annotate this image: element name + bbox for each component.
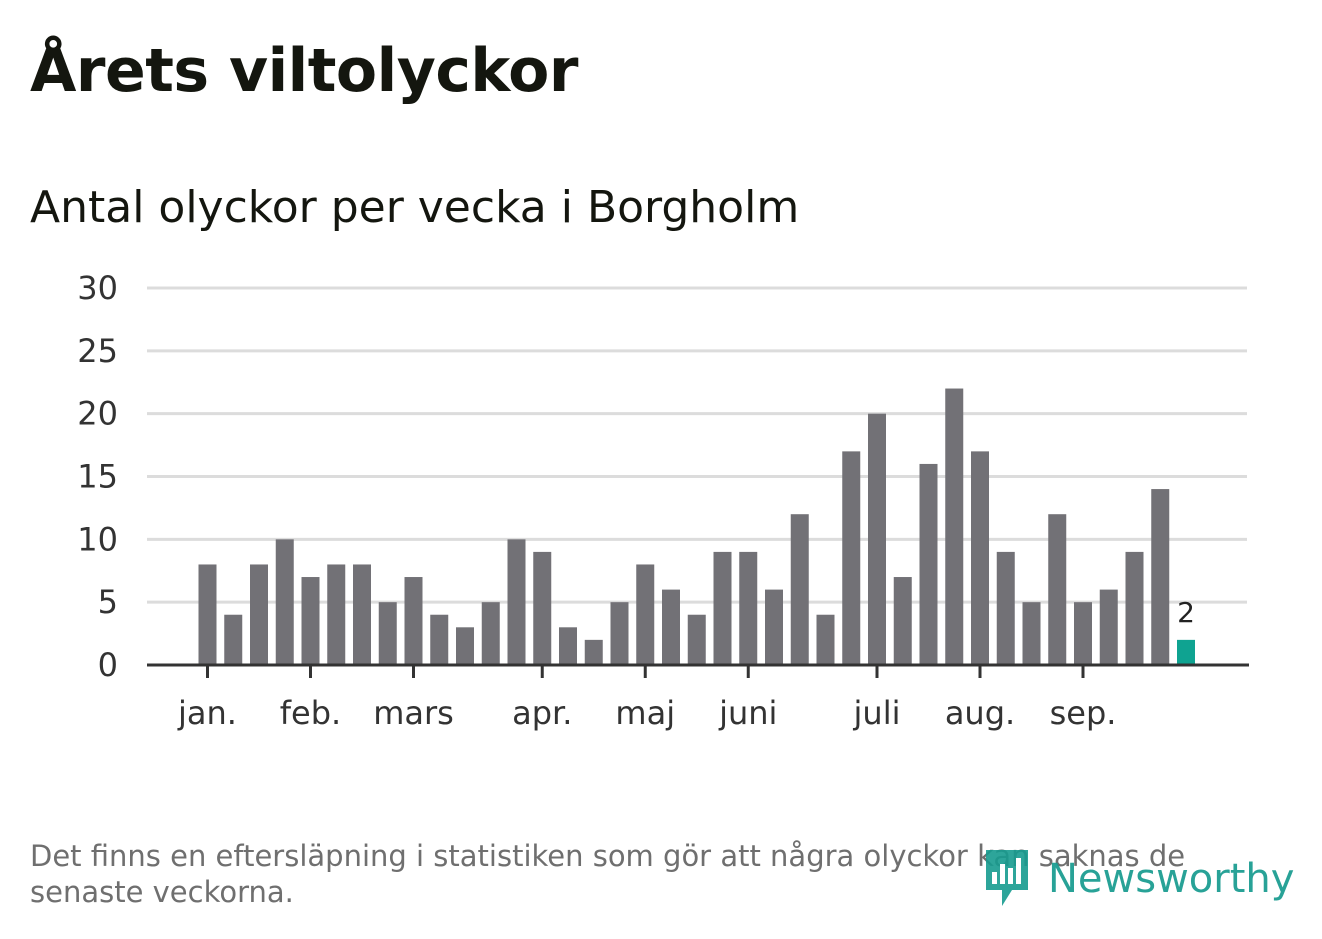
- bar: [636, 564, 655, 665]
- x-tick-label: mars: [373, 694, 454, 732]
- x-tick-label: aug.: [945, 694, 1015, 732]
- bar: [1125, 551, 1144, 665]
- bar: [919, 463, 938, 665]
- bars: [198, 388, 1195, 665]
- bar: [816, 614, 835, 665]
- bar: [1099, 589, 1118, 665]
- grid-lines: [147, 286, 1247, 604]
- bar: [430, 614, 449, 665]
- bar: [1074, 602, 1092, 665]
- bar: [1048, 514, 1067, 665]
- bar: [507, 539, 526, 665]
- y-tick-label: 5: [98, 583, 118, 621]
- chat-bubble-bar-chart-icon: [986, 850, 1028, 906]
- bar: [584, 639, 603, 665]
- y-tick-label: 15: [77, 458, 118, 496]
- bar: [739, 551, 758, 665]
- chart-subtitle: Antal olyckor per vecka i Borgholm: [30, 182, 800, 233]
- bar: [610, 602, 629, 665]
- bar: [378, 602, 397, 665]
- x-tick-label: sep.: [1050, 694, 1117, 732]
- bar: [1022, 602, 1041, 665]
- bar: [353, 564, 371, 665]
- x-tick-label: juni: [718, 694, 777, 732]
- bar: [404, 577, 423, 665]
- bar: [198, 564, 217, 665]
- bar: [713, 551, 732, 665]
- bar: [790, 514, 809, 665]
- bar: [996, 551, 1015, 665]
- bar: [945, 388, 964, 665]
- brand-logo: Newsworthy: [982, 844, 1294, 914]
- y-tick-label: 10: [77, 520, 118, 558]
- bar: [1151, 489, 1170, 665]
- bar: [662, 589, 680, 665]
- x-tick-label: feb.: [280, 694, 341, 732]
- bar: [533, 551, 552, 665]
- bar: [224, 614, 243, 665]
- bar: [481, 602, 500, 665]
- bar: [1177, 639, 1195, 665]
- bar: [559, 627, 577, 665]
- y-tick-label: 0: [98, 646, 118, 684]
- bar: [275, 539, 294, 665]
- y-tick-label: 30: [77, 269, 118, 307]
- y-tick-label: 20: [77, 395, 118, 433]
- x-tick-label: jan.: [177, 694, 237, 732]
- x-axis-ticks: jan. feb. mars apr. maj juni juli aug. sep.: [177, 665, 1116, 732]
- x-tick-label: juli: [853, 694, 901, 732]
- bar: [893, 577, 912, 665]
- brand-name: Newsworthy: [1048, 856, 1295, 902]
- bar: [842, 451, 861, 665]
- bar: [301, 577, 320, 665]
- bar: [687, 614, 706, 665]
- x-tick-label: maj: [615, 694, 675, 732]
- chart-title: Årets viltolyckor: [30, 36, 579, 106]
- bar: [456, 627, 474, 665]
- bar: [327, 564, 346, 665]
- bar: [250, 564, 268, 665]
- x-tick-label: apr.: [512, 694, 572, 732]
- bar: [868, 413, 886, 665]
- data-labels: 2: [1177, 596, 1195, 629]
- bar: [765, 589, 783, 665]
- y-axis-ticks: 0 5 10 15 20 25 30: [77, 269, 118, 684]
- bar: [971, 451, 989, 665]
- data-label: 2: [1177, 596, 1195, 629]
- y-tick-label: 25: [77, 332, 118, 370]
